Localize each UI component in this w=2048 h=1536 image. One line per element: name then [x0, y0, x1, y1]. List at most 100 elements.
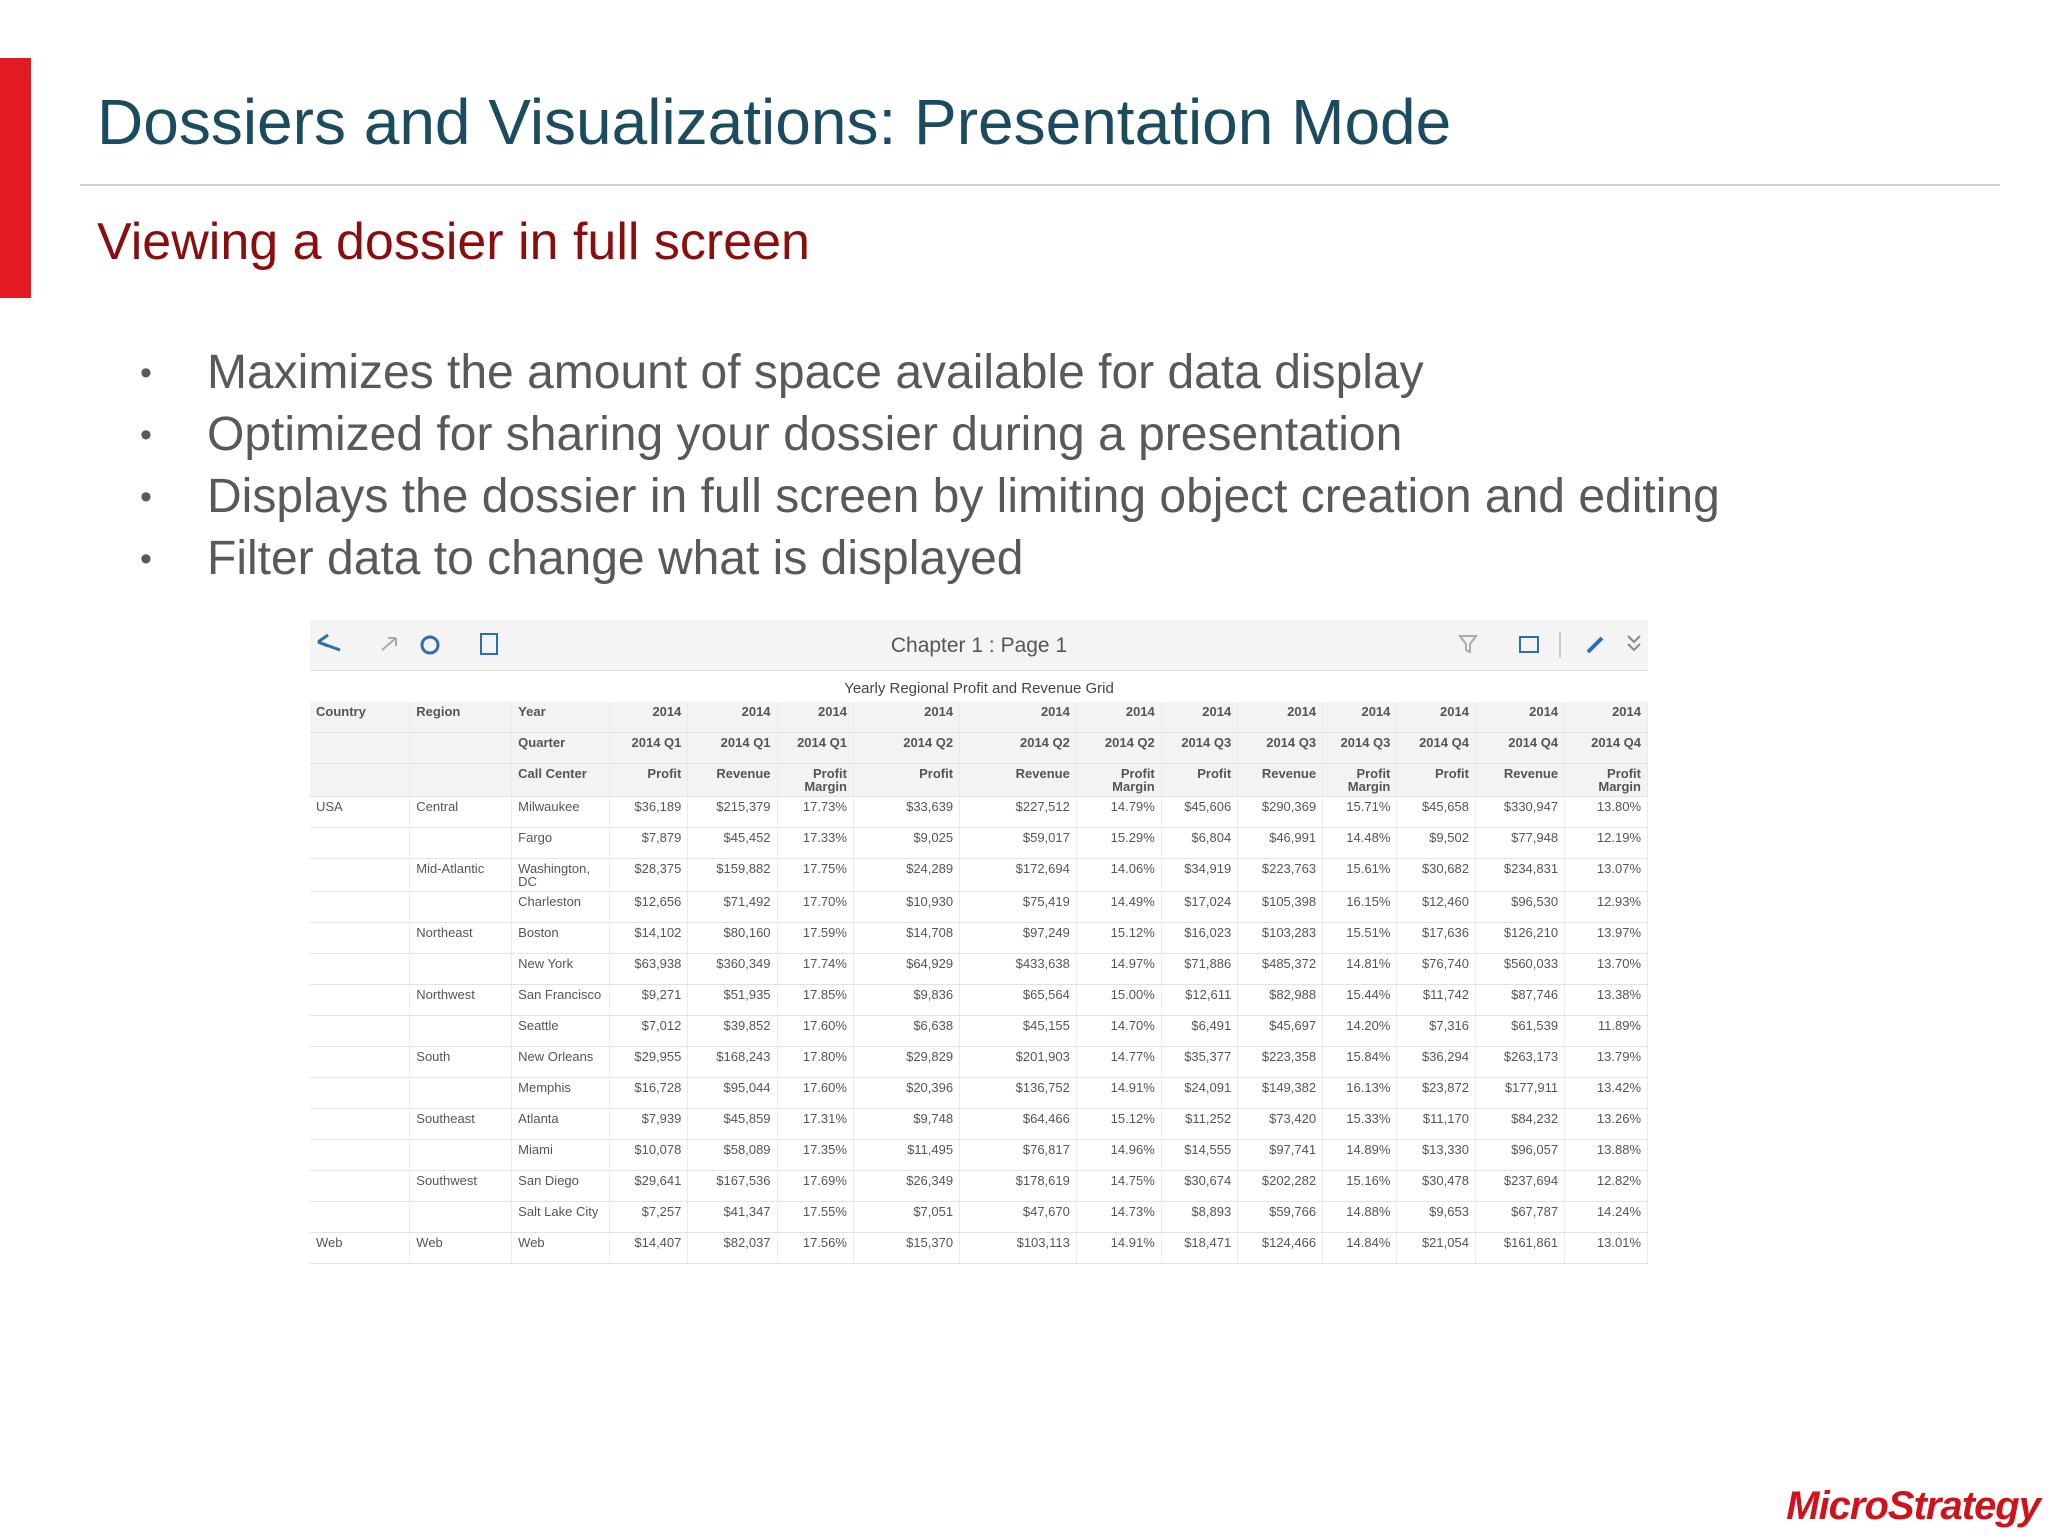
metric-cell: $41,347: [687, 1201, 778, 1233]
metric-cell: 13.97%: [1564, 922, 1648, 954]
metric-cell: $95,044: [687, 1077, 778, 1109]
metric-cell: $21,054: [1396, 1232, 1476, 1264]
dimension-cell: [310, 891, 411, 923]
metric-cell: $16,023: [1161, 922, 1239, 954]
toolbar-icons: [317, 632, 1641, 658]
dimension-cell: [310, 1139, 411, 1171]
metric-cell: 14.70%: [1076, 1015, 1162, 1047]
metric-cell: $33,639: [853, 796, 961, 828]
dimension-cell: Boston: [511, 922, 610, 954]
metric-cell: $136,752: [959, 1077, 1077, 1109]
grid-body: Country Region Year 2014 2014 2014 2014 2014 201…: [310, 702, 1648, 1264]
metric-cell: 17.70%: [777, 891, 854, 923]
metric-cell: $14,102: [609, 922, 689, 954]
metric-cell: 12.82%: [1564, 1170, 1648, 1202]
metric-cell: 17.60%: [777, 1077, 854, 1109]
header-cell: 2014 Q2: [1076, 732, 1162, 764]
metric-cell: 16.13%: [1322, 1077, 1398, 1109]
metric-cell: 14.20%: [1322, 1015, 1398, 1047]
metric-cell: 16.15%: [1322, 891, 1398, 923]
metric-cell: $63,938: [609, 953, 689, 985]
metric-cell: $433,638: [959, 953, 1077, 985]
metric-cell: $73,420: [1237, 1108, 1324, 1140]
metric-cell: 15.12%: [1076, 922, 1162, 954]
data-row: New York $63,938 $360,349 17.74% $64,929 $433…: [310, 953, 1648, 985]
bullet: Optimized for sharing your dossier durin…: [140, 404, 1720, 466]
metric-cell: 15.16%: [1322, 1170, 1398, 1202]
metric-cell: 14.91%: [1076, 1232, 1162, 1264]
dimension-cell: Central: [409, 796, 513, 828]
metric-cell: $159,882: [687, 858, 778, 892]
metric-cell: $11,170: [1396, 1108, 1476, 1140]
metric-cell: $65,564: [959, 984, 1077, 1016]
data-row: Northeast Boston $14,102 $80,160 17.59% $14,7…: [310, 922, 1648, 954]
metric-cell: $11,252: [1161, 1108, 1239, 1140]
header-cell: 2014: [1161, 702, 1239, 733]
metric-cell: 13.70%: [1564, 953, 1648, 985]
metric-cell: 14.75%: [1076, 1170, 1162, 1202]
dimension-cell: Charleston: [511, 891, 610, 923]
toc-icon: [480, 633, 498, 655]
bullet: Displays the dossier in full screen by l…: [140, 466, 1720, 528]
header-cell: 2014: [1322, 702, 1398, 733]
dimension-cell: Southeast: [409, 1108, 513, 1140]
metric-cell: 17.60%: [777, 1015, 854, 1047]
metric-cell: $12,611: [1161, 984, 1239, 1016]
metric-cell: $14,555: [1161, 1139, 1239, 1171]
metric-cell: $29,829: [853, 1046, 961, 1078]
dimension-cell: [409, 891, 513, 923]
data-row: Charleston $12,656 $71,492 17.70% $10,930 $75…: [310, 891, 1648, 923]
dimension-cell: [310, 1108, 411, 1140]
metric-cell: $59,017: [959, 827, 1077, 859]
metric-cell: 17.69%: [777, 1170, 854, 1202]
data-row: Web Web Web $14,407 $82,037 17.56% $15,370 $103…: [310, 1232, 1648, 1264]
data-row: USA Central Milwaukee $36,189 $215,379 17.73%…: [310, 796, 1648, 828]
metric-cell: $290,369: [1237, 796, 1324, 828]
metric-cell: 14.97%: [1076, 953, 1162, 985]
metric-cell: $96,530: [1475, 891, 1566, 923]
metric-cell: $15,370: [853, 1232, 961, 1264]
metric-cell: $330,947: [1475, 796, 1566, 828]
header-cell: 2014: [609, 702, 689, 733]
header-cell: Profit Margin: [1076, 763, 1162, 797]
dimension-cell: [409, 1139, 513, 1171]
dimension-cell: [409, 1015, 513, 1047]
metric-cell: 15.00%: [1076, 984, 1162, 1016]
metric-cell: 17.33%: [777, 827, 854, 859]
metric-cell: 15.71%: [1322, 796, 1398, 828]
metric-cell: 14.24%: [1564, 1201, 1648, 1233]
metric-cell: $35,377: [1161, 1046, 1239, 1078]
header-cell: 2014: [777, 702, 854, 733]
metric-cell: $80,160: [687, 922, 778, 954]
metric-cell: $11,742: [1396, 984, 1476, 1016]
metric-cell: $58,089: [687, 1139, 778, 1171]
metric-cell: $71,886: [1161, 953, 1239, 985]
header-cell: 2014: [1475, 702, 1566, 733]
metric-cell: $6,491: [1161, 1015, 1239, 1047]
header-cell: 2014: [1237, 702, 1324, 733]
metric-cell: $9,653: [1396, 1201, 1476, 1233]
dimension-cell: Call Center: [511, 763, 610, 797]
dimension-cell: [310, 922, 411, 954]
dimension-cell: [409, 1077, 513, 1109]
metric-cell: $9,271: [609, 984, 689, 1016]
header-cell: 2014 Q2: [959, 732, 1077, 764]
dimension-cell: [310, 1170, 411, 1202]
dimension-cell: [310, 827, 411, 859]
metric-cell: $161,861: [1475, 1232, 1566, 1264]
metric-cell: $9,025: [853, 827, 961, 859]
data-row: Seattle $7,012 $39,852 17.60% $6,638 $45,155 1…: [310, 1015, 1648, 1047]
metric-cell: $64,929: [853, 953, 961, 985]
metric-cell: $30,478: [1396, 1170, 1476, 1202]
dimension-cell: [409, 827, 513, 859]
metric-cell: 13.26%: [1564, 1108, 1648, 1140]
header-cell: Profit Margin: [1564, 763, 1648, 797]
filter-icon: [1458, 635, 1478, 654]
dimension-cell: [310, 1046, 411, 1078]
metric-cell: 13.79%: [1564, 1046, 1648, 1078]
header-cell: Profit Margin: [777, 763, 854, 797]
header-cell: 2014 Q1: [777, 732, 854, 764]
metric-cell: $28,375: [609, 858, 689, 892]
metric-cell: $45,452: [687, 827, 778, 859]
metric-cell: 14.88%: [1322, 1201, 1398, 1233]
